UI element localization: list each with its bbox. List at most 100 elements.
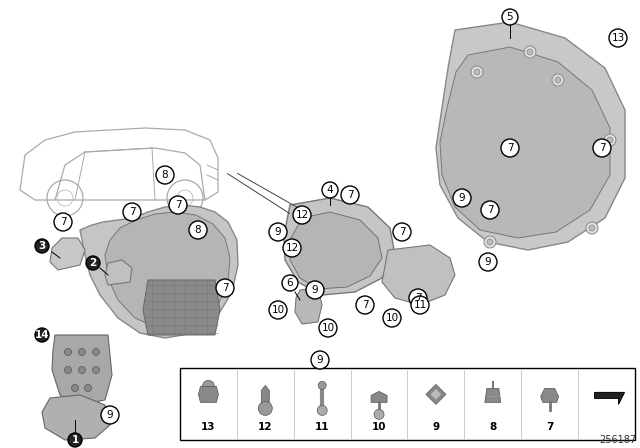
Circle shape: [156, 166, 174, 184]
Circle shape: [79, 366, 86, 374]
Polygon shape: [105, 212, 230, 330]
Circle shape: [169, 196, 187, 214]
Text: 7: 7: [175, 200, 181, 210]
Polygon shape: [42, 395, 110, 440]
Circle shape: [484, 236, 496, 248]
Text: 7: 7: [347, 190, 353, 200]
Circle shape: [319, 319, 337, 337]
Circle shape: [101, 406, 119, 424]
Text: 7: 7: [60, 217, 67, 227]
Circle shape: [453, 189, 471, 207]
Circle shape: [411, 296, 429, 314]
Text: 9: 9: [275, 227, 282, 237]
Polygon shape: [426, 384, 446, 405]
Circle shape: [93, 349, 99, 356]
Circle shape: [586, 222, 598, 234]
Polygon shape: [50, 238, 85, 270]
Polygon shape: [80, 205, 238, 338]
Text: 9: 9: [433, 422, 440, 432]
Circle shape: [68, 433, 82, 447]
Text: 12: 12: [258, 422, 273, 432]
Circle shape: [35, 328, 49, 342]
Text: 7: 7: [486, 205, 493, 215]
Circle shape: [86, 256, 100, 270]
Circle shape: [501, 139, 519, 157]
Circle shape: [393, 223, 411, 241]
Text: 4: 4: [326, 185, 333, 195]
Polygon shape: [143, 280, 220, 335]
Circle shape: [474, 69, 480, 75]
Text: 8: 8: [162, 170, 168, 180]
Circle shape: [65, 366, 72, 374]
Circle shape: [282, 275, 298, 291]
Text: 7: 7: [362, 300, 368, 310]
Polygon shape: [180, 368, 635, 440]
Circle shape: [269, 301, 287, 319]
Text: 10: 10: [385, 313, 399, 323]
Text: 10: 10: [372, 422, 387, 432]
Text: 7: 7: [546, 422, 554, 432]
Text: 10: 10: [321, 323, 335, 333]
Circle shape: [481, 201, 499, 219]
Circle shape: [479, 253, 497, 271]
Circle shape: [502, 9, 518, 25]
Circle shape: [317, 405, 327, 415]
Polygon shape: [430, 388, 442, 401]
Circle shape: [35, 239, 49, 253]
Circle shape: [487, 239, 493, 245]
Text: 14: 14: [35, 330, 49, 340]
Text: 9: 9: [317, 355, 323, 365]
Text: 5: 5: [507, 12, 513, 22]
Circle shape: [79, 349, 86, 356]
Text: 7: 7: [598, 143, 605, 153]
Circle shape: [455, 197, 461, 203]
Text: 8: 8: [195, 225, 202, 235]
Circle shape: [306, 281, 324, 299]
Polygon shape: [541, 388, 559, 402]
Circle shape: [604, 134, 616, 146]
Text: 10: 10: [271, 305, 285, 315]
Text: 2: 2: [90, 258, 97, 268]
Polygon shape: [284, 198, 395, 295]
Circle shape: [609, 29, 627, 47]
Text: 7: 7: [399, 227, 405, 237]
Circle shape: [259, 401, 272, 415]
Text: 11: 11: [315, 422, 330, 432]
Circle shape: [84, 384, 92, 392]
Circle shape: [471, 66, 483, 78]
Polygon shape: [484, 388, 500, 402]
Polygon shape: [198, 386, 218, 402]
Circle shape: [283, 239, 301, 257]
Circle shape: [216, 279, 234, 297]
Circle shape: [322, 182, 338, 198]
Polygon shape: [440, 47, 610, 238]
Text: 13: 13: [201, 422, 216, 432]
Circle shape: [123, 203, 141, 221]
Polygon shape: [295, 288, 322, 324]
Text: 7: 7: [129, 207, 135, 217]
Circle shape: [65, 349, 72, 356]
Text: 9: 9: [107, 410, 113, 420]
Circle shape: [452, 194, 464, 206]
Text: 9: 9: [312, 285, 318, 295]
Circle shape: [341, 186, 359, 204]
Text: 12: 12: [296, 210, 308, 220]
Text: 7: 7: [415, 293, 421, 303]
Circle shape: [593, 139, 611, 157]
Polygon shape: [436, 22, 625, 250]
Circle shape: [374, 409, 384, 419]
Circle shape: [93, 366, 99, 374]
Text: 7: 7: [507, 143, 513, 153]
Circle shape: [555, 77, 561, 83]
Polygon shape: [382, 245, 455, 305]
Circle shape: [318, 381, 326, 389]
Wedge shape: [202, 380, 214, 386]
Circle shape: [409, 289, 427, 307]
Polygon shape: [261, 385, 269, 402]
Circle shape: [524, 46, 536, 58]
Circle shape: [383, 309, 401, 327]
Circle shape: [527, 49, 533, 55]
Text: 12: 12: [285, 243, 299, 253]
Circle shape: [356, 296, 374, 314]
Circle shape: [607, 137, 613, 143]
